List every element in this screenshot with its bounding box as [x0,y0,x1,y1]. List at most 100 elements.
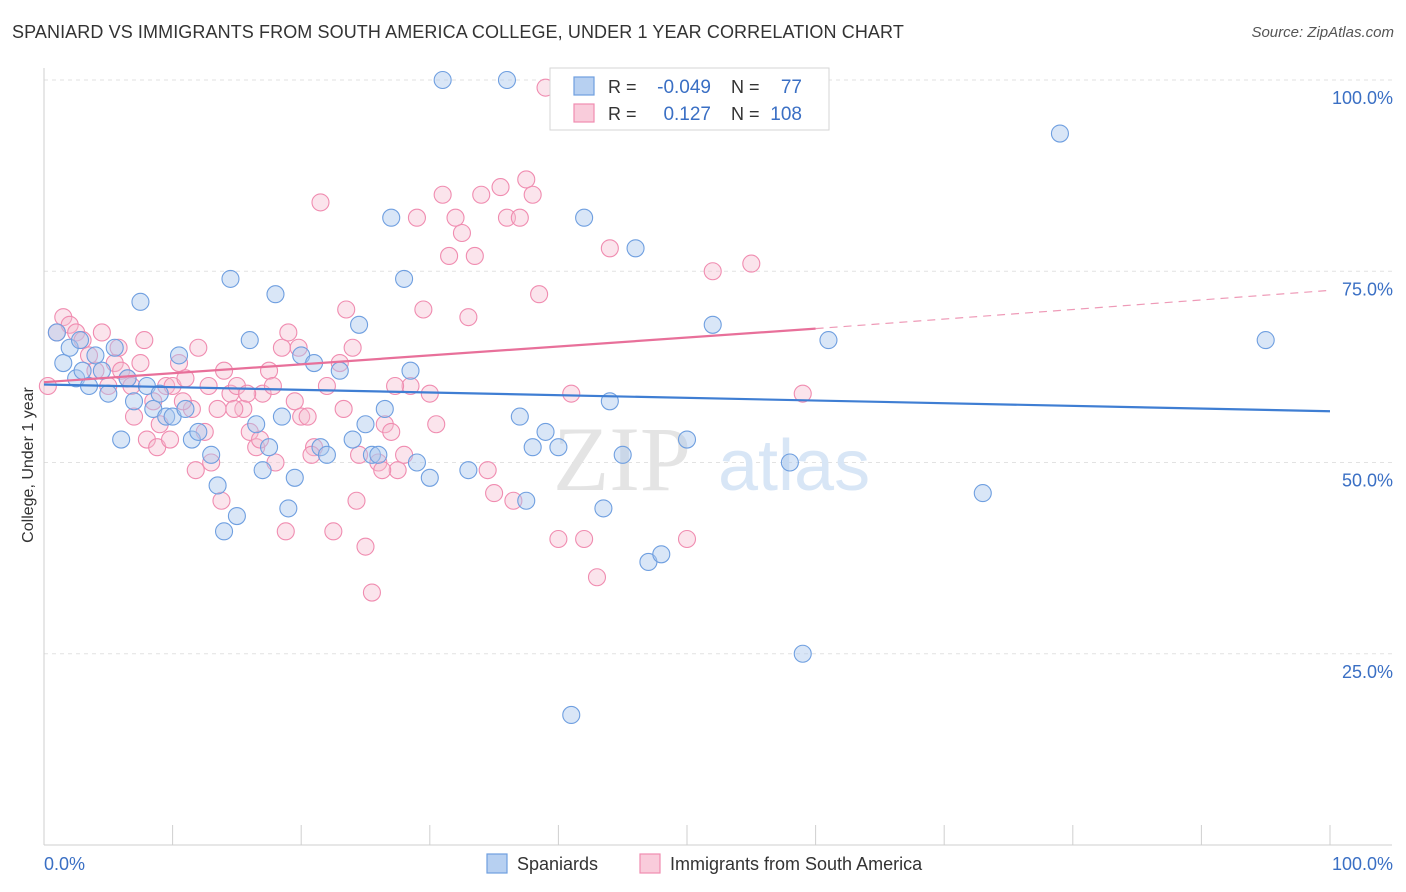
source-label: Source: ZipAtlas.com [1251,24,1394,41]
spaniards-point [819,331,838,350]
immigrants-point [109,338,128,357]
immigrants-point [549,529,568,549]
watermark-atlas: atlas [718,426,870,506]
immigrants-point [212,491,231,510]
immigrants-point [742,254,761,273]
spaniards-point [343,430,362,449]
immigrants-point [414,300,433,319]
spaniards-point [86,346,105,365]
spaniards-point [189,422,208,441]
spaniards-point [626,239,645,258]
immigrants-point [452,223,472,243]
y-axis-label: College, Under 1 year [20,387,37,543]
immigrants-point [186,461,205,480]
immigrants-point [523,185,542,204]
spaniards-point [202,445,221,464]
immigrants-point [440,246,459,265]
spaniards-point [54,353,73,373]
spaniards-point [240,331,259,350]
immigrants-point [587,568,607,587]
spaniards-point [375,399,394,419]
spaniards-point [549,438,568,457]
immigrants-point [79,346,99,365]
immigrants-point [199,376,218,396]
spaniards-point [382,208,401,227]
spaniards-point [279,499,298,518]
immigrants-point [343,338,362,357]
stats-n-value-pink: 108 [770,104,802,125]
immigrants-point [459,308,478,327]
watermark-zip: ZIP [553,408,691,510]
legend-swatch-immigrants [639,853,661,874]
spaniards-point [652,545,671,564]
immigrants-point [169,353,189,373]
spaniards-point [1256,331,1275,350]
spaniards-point [285,468,304,487]
stats-r-label-blue: R = [608,77,637,97]
spaniards-point [247,415,266,434]
immigrants-point [485,484,504,503]
y-tick-label: 100.0% [1332,88,1393,108]
x-tick-label-max: 100.0% [1332,854,1393,874]
stats-n-label-pink: N = [731,104,760,124]
spaniards-point [311,438,330,457]
immigrants-point [311,193,330,212]
spaniards-point [973,484,992,503]
immigrants-point [317,376,336,396]
spaniards-point [47,323,66,342]
spaniards-point [169,346,189,365]
grid-lines [44,79,1392,655]
spaniards-point [613,445,632,464]
immigrants-point [272,338,291,357]
immigrants-point [793,384,812,403]
spaniards-point [459,461,478,480]
immigrants-point [510,208,529,227]
x-tick-labels: 0.0% 100.0% [44,854,1393,874]
immigrants-point [135,331,154,350]
spaniards-point [73,361,92,380]
immigrants-point [227,376,246,396]
immigrants-point [131,353,150,373]
spaniards-point [407,453,426,472]
immigrants-point [478,461,497,480]
immigrants-point [202,453,221,472]
spaniards-point [1050,124,1069,143]
immigrants-point [292,407,311,426]
spaniards-point [112,430,131,449]
immigrants-point [225,399,244,419]
spaniards-point [793,644,812,663]
spaniards-point [780,453,799,472]
spaniards-point [317,445,336,464]
immigrants-point [112,361,131,380]
immigrants-point [263,376,282,396]
stats-legend-swatch-pink [573,103,595,123]
immigrants-point [189,338,208,357]
immigrants-point [337,300,356,319]
spaniards-point [259,438,279,457]
spaniards-point [182,430,201,449]
axes [43,68,1392,846]
immigrants-point [575,529,594,549]
spaniards-point [272,407,291,426]
y-tick-label: 50.0% [1342,471,1393,491]
immigrants-point [54,308,73,327]
immigrants-point [350,445,369,464]
legend-label-immigrants: Immigrants from South America [670,854,923,874]
stats-r-label-pink: R = [608,104,637,124]
stats-n-value-blue: 77 [781,77,802,98]
immigrants-point [373,461,392,480]
immigrants-point [562,384,581,403]
spaniards-point [510,407,529,426]
immigrants-point [472,185,491,204]
spaniards-point [150,384,169,403]
immigrants-point [208,399,227,419]
stats-legend-swatch-blue [573,76,595,96]
immigrants-point [356,537,375,556]
spaniards-point [214,522,234,541]
spaniards-point [124,392,144,411]
spaniards-point [523,438,542,457]
immigrants-point [285,392,304,411]
immigrants-point [92,323,111,342]
immigrants-point [388,461,407,480]
